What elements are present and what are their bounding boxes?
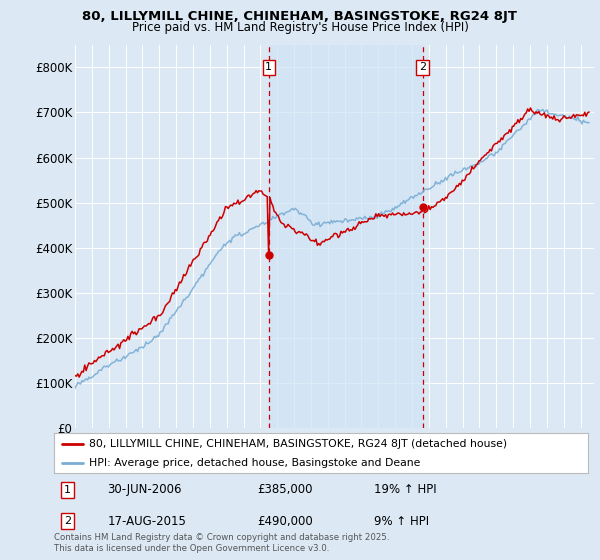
Text: 2: 2 bbox=[419, 62, 426, 72]
Text: £490,000: £490,000 bbox=[257, 515, 313, 528]
Text: 30-JUN-2006: 30-JUN-2006 bbox=[107, 483, 182, 496]
Text: HPI: Average price, detached house, Basingstoke and Deane: HPI: Average price, detached house, Basi… bbox=[89, 458, 420, 468]
Text: 1: 1 bbox=[265, 62, 272, 72]
Text: 2: 2 bbox=[64, 516, 71, 526]
Text: 9% ↑ HPI: 9% ↑ HPI bbox=[374, 515, 430, 528]
Text: 80, LILLYMILL CHINE, CHINEHAM, BASINGSTOKE, RG24 8JT: 80, LILLYMILL CHINE, CHINEHAM, BASINGSTO… bbox=[83, 10, 517, 22]
Text: 19% ↑ HPI: 19% ↑ HPI bbox=[374, 483, 437, 496]
Text: Price paid vs. HM Land Registry's House Price Index (HPI): Price paid vs. HM Land Registry's House … bbox=[131, 21, 469, 34]
Text: 80, LILLYMILL CHINE, CHINEHAM, BASINGSTOKE, RG24 8JT (detached house): 80, LILLYMILL CHINE, CHINEHAM, BASINGSTO… bbox=[89, 439, 507, 449]
Text: 17-AUG-2015: 17-AUG-2015 bbox=[107, 515, 186, 528]
Text: Contains HM Land Registry data © Crown copyright and database right 2025.
This d: Contains HM Land Registry data © Crown c… bbox=[54, 533, 389, 553]
Text: 1: 1 bbox=[64, 485, 71, 494]
Text: £385,000: £385,000 bbox=[257, 483, 313, 496]
Bar bbox=[269, 45, 422, 428]
